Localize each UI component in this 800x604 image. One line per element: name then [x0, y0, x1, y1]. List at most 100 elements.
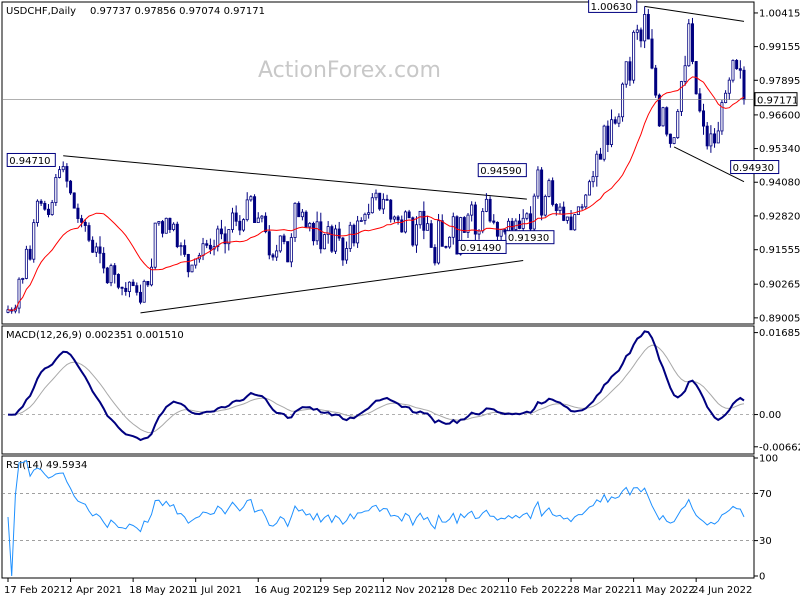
level-label-high-2021: 0.94710	[6, 152, 56, 167]
candle-body	[610, 119, 614, 145]
candle-body	[249, 196, 253, 201]
price-candle	[389, 199, 393, 223]
candle-body	[146, 280, 150, 286]
price-candle	[21, 277, 25, 284]
price-axis-tick: 0.96600	[759, 110, 800, 121]
candle-body	[587, 181, 591, 196]
price-candle	[330, 224, 334, 253]
price-candle	[116, 273, 120, 290]
price-candle	[407, 209, 411, 219]
price-candle	[345, 241, 349, 264]
price-candle	[370, 193, 374, 214]
candle-body	[429, 223, 433, 248]
level-label-breakout-high: 0.94590	[477, 163, 527, 178]
price-candle	[646, 9, 650, 40]
price-candle	[525, 212, 529, 221]
macd-line	[7, 330, 745, 442]
macd-panel-title: MACD(12,26,9) 0.002351 0.001510	[6, 330, 184, 341]
price-candle	[595, 150, 599, 187]
x-axis-tick: 12 Nov 2021	[379, 585, 443, 596]
price-candle	[219, 219, 223, 240]
price-candle	[385, 194, 389, 201]
price-candle	[624, 61, 628, 88]
candle-body	[322, 234, 326, 250]
price-candle	[598, 147, 602, 160]
candle-body	[440, 220, 444, 247]
price-candle	[400, 215, 404, 233]
candle-body	[433, 247, 437, 264]
price-candle	[352, 223, 356, 247]
candle-body	[46, 208, 50, 215]
macd-axis-tick: 0.00	[759, 410, 781, 421]
price-axis-tick: 1.00415	[759, 8, 800, 19]
candle-body	[459, 217, 463, 255]
price-candle	[65, 163, 69, 188]
price-candle	[311, 221, 315, 246]
macd-panel-frame	[1, 325, 755, 455]
price-candle	[124, 282, 128, 296]
price-candle	[337, 221, 341, 241]
rsi-axis-tick: 70	[759, 489, 772, 500]
candle-body	[385, 198, 389, 201]
candle-body	[219, 228, 223, 235]
candle-body	[345, 248, 349, 261]
candle-body	[613, 119, 617, 124]
price-candle	[153, 222, 157, 270]
candle-body	[473, 204, 477, 235]
candle-body	[300, 211, 304, 218]
price-candle	[426, 216, 430, 231]
candle-body	[282, 235, 286, 242]
candle-body	[21, 278, 25, 280]
candle-body	[679, 81, 683, 112]
candle-body	[529, 213, 533, 230]
candle-body	[367, 212, 371, 215]
candle-body	[646, 14, 650, 40]
candle-body	[308, 222, 312, 228]
candle-body	[275, 250, 279, 258]
candle-body	[569, 216, 573, 231]
candle-body	[635, 29, 639, 33]
candle-body	[39, 200, 43, 204]
candle-body	[253, 196, 257, 223]
candle-body	[396, 216, 400, 221]
price-candle	[716, 121, 720, 144]
candle-body	[713, 133, 717, 144]
candle-body	[113, 265, 117, 275]
candle-body	[650, 38, 654, 69]
price-candle	[606, 120, 610, 153]
price-candle	[98, 236, 102, 264]
level-label-ath-2022-text: 1.00630	[591, 2, 632, 13]
candle-body	[230, 212, 234, 230]
price-candle	[378, 192, 382, 211]
price-candle	[267, 225, 271, 260]
candle-body	[492, 220, 496, 223]
candle-body	[551, 180, 555, 205]
price-candle	[205, 239, 209, 249]
price-axis-tick: 0.94080	[759, 178, 800, 189]
price-candle	[720, 100, 724, 135]
price-candle	[80, 214, 84, 228]
candle-body	[54, 177, 58, 203]
price-axis-tick: 0.97895	[759, 76, 800, 87]
x-axis-tick: 1 Jul 2021	[192, 585, 242, 596]
price-candle	[28, 245, 32, 261]
level-label-high-2021-text: 0.94710	[9, 156, 50, 167]
candle-body	[716, 130, 720, 144]
candle-body	[356, 220, 360, 244]
price-candle	[289, 233, 293, 268]
price-candle	[558, 203, 562, 214]
candle-body	[698, 93, 702, 112]
candle-body	[216, 228, 220, 248]
candle-body	[727, 79, 731, 94]
price-candle	[484, 193, 488, 213]
candle-body	[676, 111, 680, 139]
price-candle	[164, 217, 168, 234]
candle-body	[183, 245, 187, 255]
candle-body	[407, 211, 411, 219]
candle-body	[311, 222, 315, 242]
candle-body	[466, 214, 470, 233]
price-candle	[547, 178, 551, 198]
x-axis-tick: 18 May 2021	[129, 585, 194, 596]
candle-body	[76, 207, 80, 219]
candle-body	[661, 107, 665, 127]
